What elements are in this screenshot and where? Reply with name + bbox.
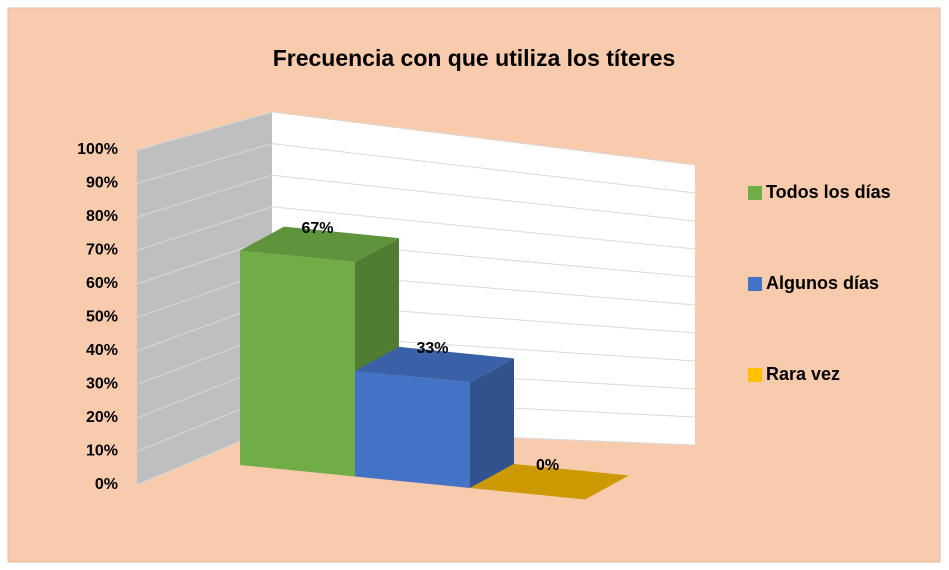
side-wall	[137, 112, 272, 485]
bar	[355, 346, 514, 488]
y-tick-label: 70%	[86, 242, 118, 259]
data-label: 33%	[416, 340, 448, 357]
y-tick-label: 60%	[86, 275, 118, 292]
bar-top	[355, 346, 514, 383]
grid-line	[136, 206, 696, 251]
legend-label: Algunos días	[766, 273, 879, 293]
bar-side	[470, 358, 514, 488]
y-tick-label: 40%	[86, 342, 118, 359]
y-tick-label: 0%	[95, 476, 118, 493]
grid-line	[136, 111, 696, 166]
bar	[470, 464, 629, 500]
grid-line	[136, 174, 696, 222]
legend-label: Todos los días	[766, 182, 891, 202]
bar-front	[355, 370, 470, 488]
legend-swatch	[748, 368, 762, 382]
legend-label: Rara vez	[766, 364, 840, 384]
y-tick-label: 80%	[86, 208, 118, 225]
y-tick-label: 90%	[86, 175, 118, 192]
y-tick-label: 100%	[77, 141, 118, 158]
y-tick-label: 10%	[86, 443, 118, 460]
bar-top	[470, 464, 629, 500]
grid-line	[136, 143, 696, 194]
y-tick-label: 20%	[86, 409, 118, 426]
legend-swatch	[748, 277, 762, 291]
data-label: 0%	[536, 457, 559, 474]
legend-swatch	[748, 186, 762, 200]
data-label: 67%	[301, 220, 333, 237]
y-tick-label: 30%	[86, 376, 118, 393]
y-tick-label: 50%	[86, 309, 118, 326]
chart-title: Frecuencia con que utiliza los títeres	[273, 45, 676, 71]
bar-front	[240, 250, 355, 477]
bar-top	[240, 226, 399, 263]
